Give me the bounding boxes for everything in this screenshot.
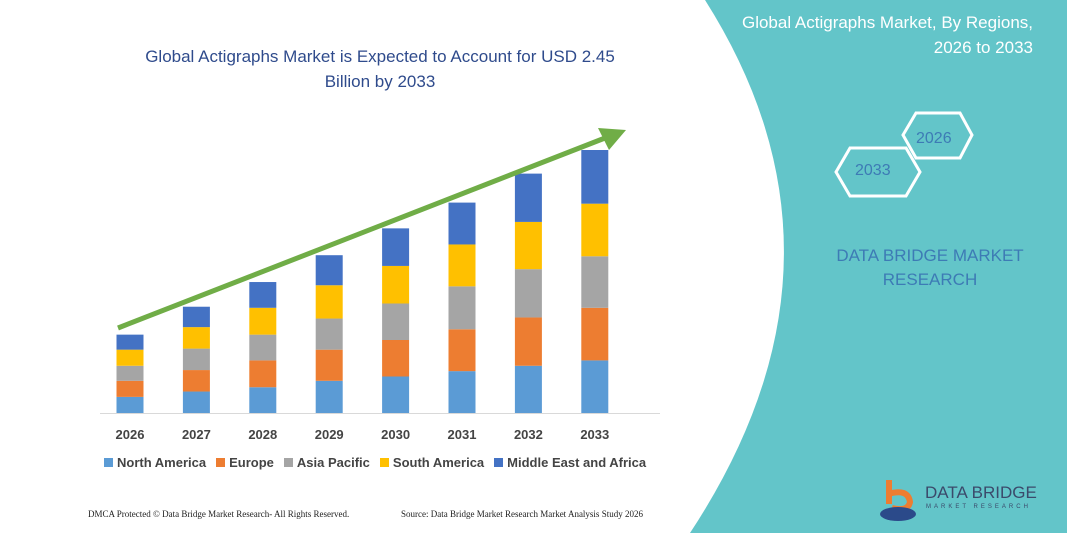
- footer-copyright: DMCA Protected © Data Bridge Market Rese…: [88, 509, 350, 519]
- data-bridge-logo-icon: [880, 480, 916, 521]
- bar-segment-2033-2: [581, 256, 609, 308]
- legend-item-europe: Europe: [216, 455, 274, 470]
- brand-text: DATA BRIDGE MARKET RESEARCH: [836, 246, 1024, 289]
- bar-segment-2030-2: [382, 303, 410, 341]
- bar-segment-2032-1: [514, 317, 542, 366]
- bar-segment-2028-1: [249, 360, 277, 388]
- x-tick-label: 2029: [315, 427, 344, 442]
- legend: North America Europe Asia Pacific South …: [104, 455, 646, 470]
- side-title: Global Actigraphs Market, By Regions, 20…: [741, 13, 1033, 57]
- x-tick-label: 2028: [248, 427, 277, 442]
- hexagon-2033: [834, 146, 922, 198]
- bar-segment-2030-0: [382, 376, 410, 413]
- trend-arrow-head: [598, 128, 626, 150]
- legend-swatch: [104, 458, 113, 467]
- bar-segment-2030-3: [382, 265, 410, 304]
- x-tick-label: 2027: [182, 427, 211, 442]
- hex-label-2026: 2026: [916, 130, 952, 147]
- bar-segment-2031-3: [448, 244, 476, 287]
- x-tick-label: 2030: [381, 427, 410, 442]
- legend-swatch: [494, 458, 504, 467]
- bar-segment-2033-3: [581, 203, 609, 257]
- legend-label: South America: [392, 455, 485, 470]
- bar-segment-2030-4: [382, 228, 410, 266]
- logo-text: DATA BRIDGE: [925, 483, 1037, 502]
- bar-segment-2032-0: [514, 365, 542, 413]
- legend-item-north-america: North America: [104, 455, 206, 470]
- legend-label: Asia Pacific: [296, 455, 370, 470]
- logo-subtext: MARKET RESEARCH: [926, 504, 1031, 510]
- trend-arrow: [117, 135, 606, 331]
- bar-segment-2026-1: [116, 380, 144, 397]
- bar-segment-2032-3: [514, 221, 542, 270]
- bar-segment-2029-3: [315, 285, 343, 319]
- bar-segment-2028-0: [249, 387, 277, 413]
- bar-segment-2031-0: [448, 371, 476, 413]
- bar-segment-2027-3: [182, 327, 210, 349]
- bar-segment-2032-2: [514, 269, 542, 318]
- chart-plot: 2026 2027 2028 2029 2030 2031 2032 2033: [100, 128, 660, 442]
- bar-segment-2031-2: [448, 286, 476, 330]
- x-tick-label: 2033: [580, 427, 609, 442]
- bar-segment-2028-4: [249, 282, 277, 308]
- bar-segment-2033-4: [581, 150, 609, 204]
- legend-label: Europe: [229, 455, 274, 470]
- legend-label: North America: [117, 455, 207, 470]
- legend-label: Middle East and Africa: [507, 455, 647, 470]
- bar-segment-2031-1: [448, 329, 476, 372]
- bar-segment-2028-3: [249, 307, 277, 335]
- bar-segment-2027-2: [182, 348, 210, 371]
- x-tick-label: 2031: [448, 427, 477, 442]
- hexagon-2026: [901, 111, 974, 160]
- bar-segment-2027-1: [182, 370, 210, 392]
- bar-segment-2026-2: [116, 365, 144, 381]
- bar-segment-2029-2: [315, 318, 343, 350]
- bar-segment-2033-0: [581, 360, 609, 413]
- x-tick-label: 2032: [514, 427, 543, 442]
- bar-segment-2026-0: [116, 396, 144, 413]
- bar-segment-2032-4: [514, 173, 542, 222]
- x-tick-label: 2026: [116, 427, 145, 442]
- bar-segment-2029-1: [315, 349, 343, 381]
- bar-segment-2033-1: [581, 307, 609, 361]
- legend-swatch: [283, 458, 293, 467]
- bar-segment-2027-4: [182, 306, 210, 328]
- legend-swatch: [379, 458, 389, 467]
- bar-segment-2031-4: [448, 202, 476, 245]
- legend-item-south-america: South America: [379, 455, 485, 470]
- hex-label-2033: 2033: [855, 162, 891, 179]
- legend-item-mea: Middle East and Africa: [494, 455, 646, 470]
- bar-segment-2029-0: [315, 380, 343, 413]
- footer-source: Source: Data Bridge Market Research Mark…: [401, 509, 643, 519]
- legend-swatch: [216, 458, 226, 467]
- bar-segment-2026-3: [116, 349, 144, 366]
- chart-title: Global Actigraphs Market is Expected to …: [145, 47, 615, 91]
- bar-segment-2028-2: [249, 334, 277, 361]
- bar-segment-2029-4: [315, 255, 343, 286]
- bar-segment-2026-4: [116, 334, 144, 350]
- legend-item-asia-pacific: Asia Pacific: [283, 455, 370, 470]
- bar-segment-2030-1: [382, 340, 410, 377]
- bar-segment-2027-0: [182, 391, 210, 413]
